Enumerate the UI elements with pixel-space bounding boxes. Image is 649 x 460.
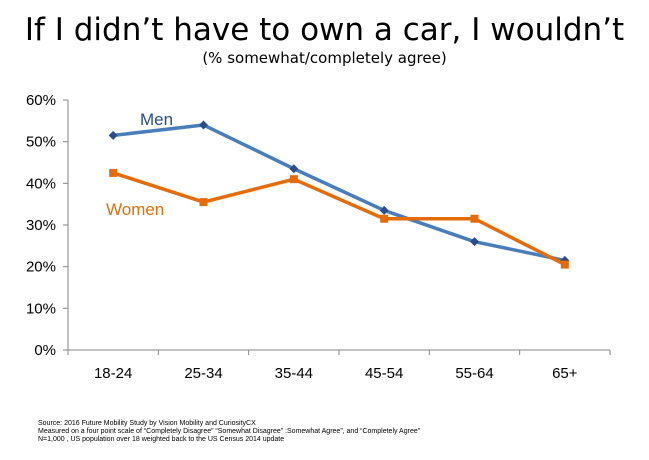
men-point <box>379 205 389 215</box>
y-tick-label: 50% <box>26 134 56 151</box>
men-point <box>108 130 118 140</box>
series-markers <box>108 120 570 269</box>
x-tick-label: 45-54 <box>365 365 403 382</box>
women-point <box>380 214 389 223</box>
series-label-women: Women <box>106 200 164 219</box>
series-lines <box>111 123 567 267</box>
y-tick-label: 20% <box>26 259 56 276</box>
chart-subtitle: (% somewhat/completely agree) <box>202 49 447 67</box>
men-point <box>289 164 299 174</box>
men-point <box>470 237 479 247</box>
women-point <box>560 260 569 269</box>
source-line-1: Source: 2016 Future Mobility Study by Vi… <box>38 420 256 427</box>
women-point <box>199 198 208 207</box>
x-tick-label: 25-34 <box>184 365 222 382</box>
chart-axes <box>67 100 610 351</box>
x-tick-label: 35-44 <box>275 365 313 382</box>
x-axis-ticks: 18-24 25-34 35-44 45-54 55-64 65+ <box>67 350 611 382</box>
y-axis-ticks: 0% 10% 20% 30% 40% 50% 60% <box>26 92 68 359</box>
source-line-2: Measured on a four point scale of “Compl… <box>38 428 421 435</box>
y-tick-label: 0% <box>34 342 56 359</box>
source-line-3: N=1,000 , US population over 18 weighted… <box>38 436 285 443</box>
series-label-men: Men <box>140 110 173 129</box>
series-labels: Men Women <box>106 110 173 219</box>
source-note: Source: 2016 Future Mobility Study by Vi… <box>38 420 420 444</box>
y-tick-label: 60% <box>26 92 56 109</box>
y-tick-label: 40% <box>26 175 56 192</box>
x-tick-label: 65+ <box>552 365 578 382</box>
women-point <box>109 168 118 177</box>
x-tick-label: 18-24 <box>94 365 132 382</box>
series-line-men <box>111 123 567 263</box>
series-line-women <box>111 171 567 267</box>
x-tick-label: 55-64 <box>455 365 493 382</box>
chart-title: If I didn’t have to own a car, I wouldn’… <box>24 12 625 48</box>
women-point <box>470 214 479 223</box>
women-point <box>289 175 298 184</box>
y-tick-label: 30% <box>26 217 56 234</box>
line-chart: 0% 10% 20% 30% 40% 50% 60% 18-24 25-34 35-44 45-5… <box>26 92 611 382</box>
men-point <box>199 120 208 130</box>
y-tick-label: 10% <box>26 300 56 317</box>
